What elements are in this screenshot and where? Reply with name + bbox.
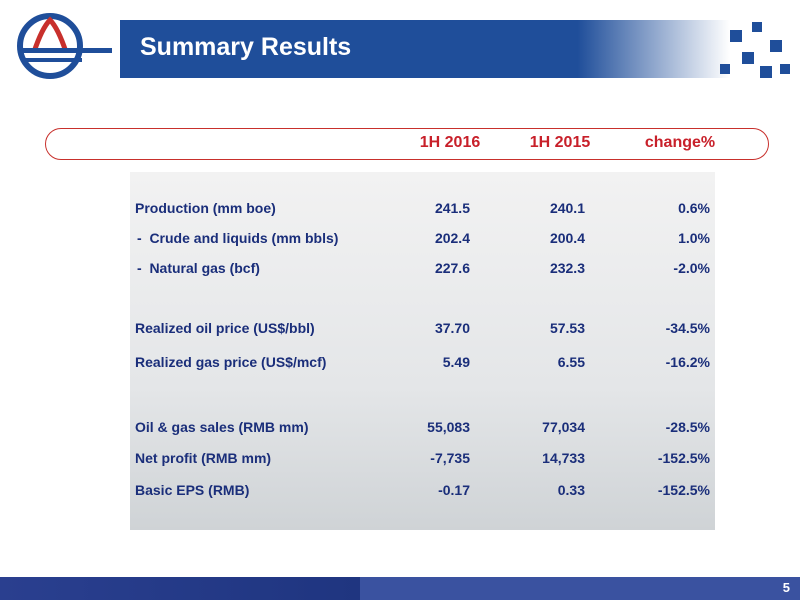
- page-number: 5: [782, 580, 790, 595]
- cell: 1.0%: [678, 230, 710, 246]
- cell: 240.1: [549, 200, 585, 216]
- cell: -28.5%: [665, 419, 710, 435]
- cell: 241.5: [434, 200, 470, 216]
- row-label: Oil & gas sales (RMB mm): [135, 419, 309, 435]
- cell: 227.6: [434, 260, 470, 276]
- title-bar: [120, 20, 730, 78]
- decoration: [720, 22, 790, 78]
- row-label: - Natural gas (bcf): [137, 260, 260, 276]
- table-background: [130, 172, 715, 530]
- cell: -34.5%: [665, 320, 710, 336]
- row-label: - Crude and liquids (mm bbls): [137, 230, 339, 246]
- cell: 14,733: [542, 450, 585, 466]
- row-label: Net profit (RMB mm): [135, 450, 272, 466]
- cell: 200.4: [549, 230, 585, 246]
- cell: 0.33: [557, 482, 585, 498]
- cell: 37.70: [434, 320, 470, 336]
- column-header: 1H 2015: [529, 134, 591, 151]
- cell: -16.2%: [665, 354, 710, 370]
- cell: -152.5%: [657, 450, 710, 466]
- slide-title: Summary Results: [140, 33, 352, 61]
- header-frame: [45, 128, 769, 160]
- logo: [17, 13, 112, 79]
- row-label: Basic EPS (RMB): [135, 482, 250, 498]
- cell: -7,735: [430, 450, 470, 466]
- row-label: Realized oil price (US$/bbl): [135, 320, 315, 336]
- column-header: change%: [644, 134, 716, 151]
- cell: -152.5%: [657, 482, 710, 498]
- cell: 0.6%: [678, 200, 710, 216]
- cell: -0.17: [438, 482, 470, 498]
- row-label: Realized gas price (US$/mcf): [135, 354, 327, 370]
- cell: 5.49: [442, 354, 470, 370]
- cell: 55,083: [427, 419, 470, 435]
- column-header: 1H 2016: [419, 134, 481, 151]
- cell: 77,034: [542, 419, 585, 435]
- cell: 6.55: [557, 354, 585, 370]
- footer-bar: [0, 577, 800, 600]
- cell: 57.53: [549, 320, 585, 336]
- cell: 232.3: [549, 260, 585, 276]
- cell: -2.0%: [673, 260, 710, 276]
- row-label: Production (mm boe): [135, 200, 276, 216]
- cell: 202.4: [434, 230, 470, 246]
